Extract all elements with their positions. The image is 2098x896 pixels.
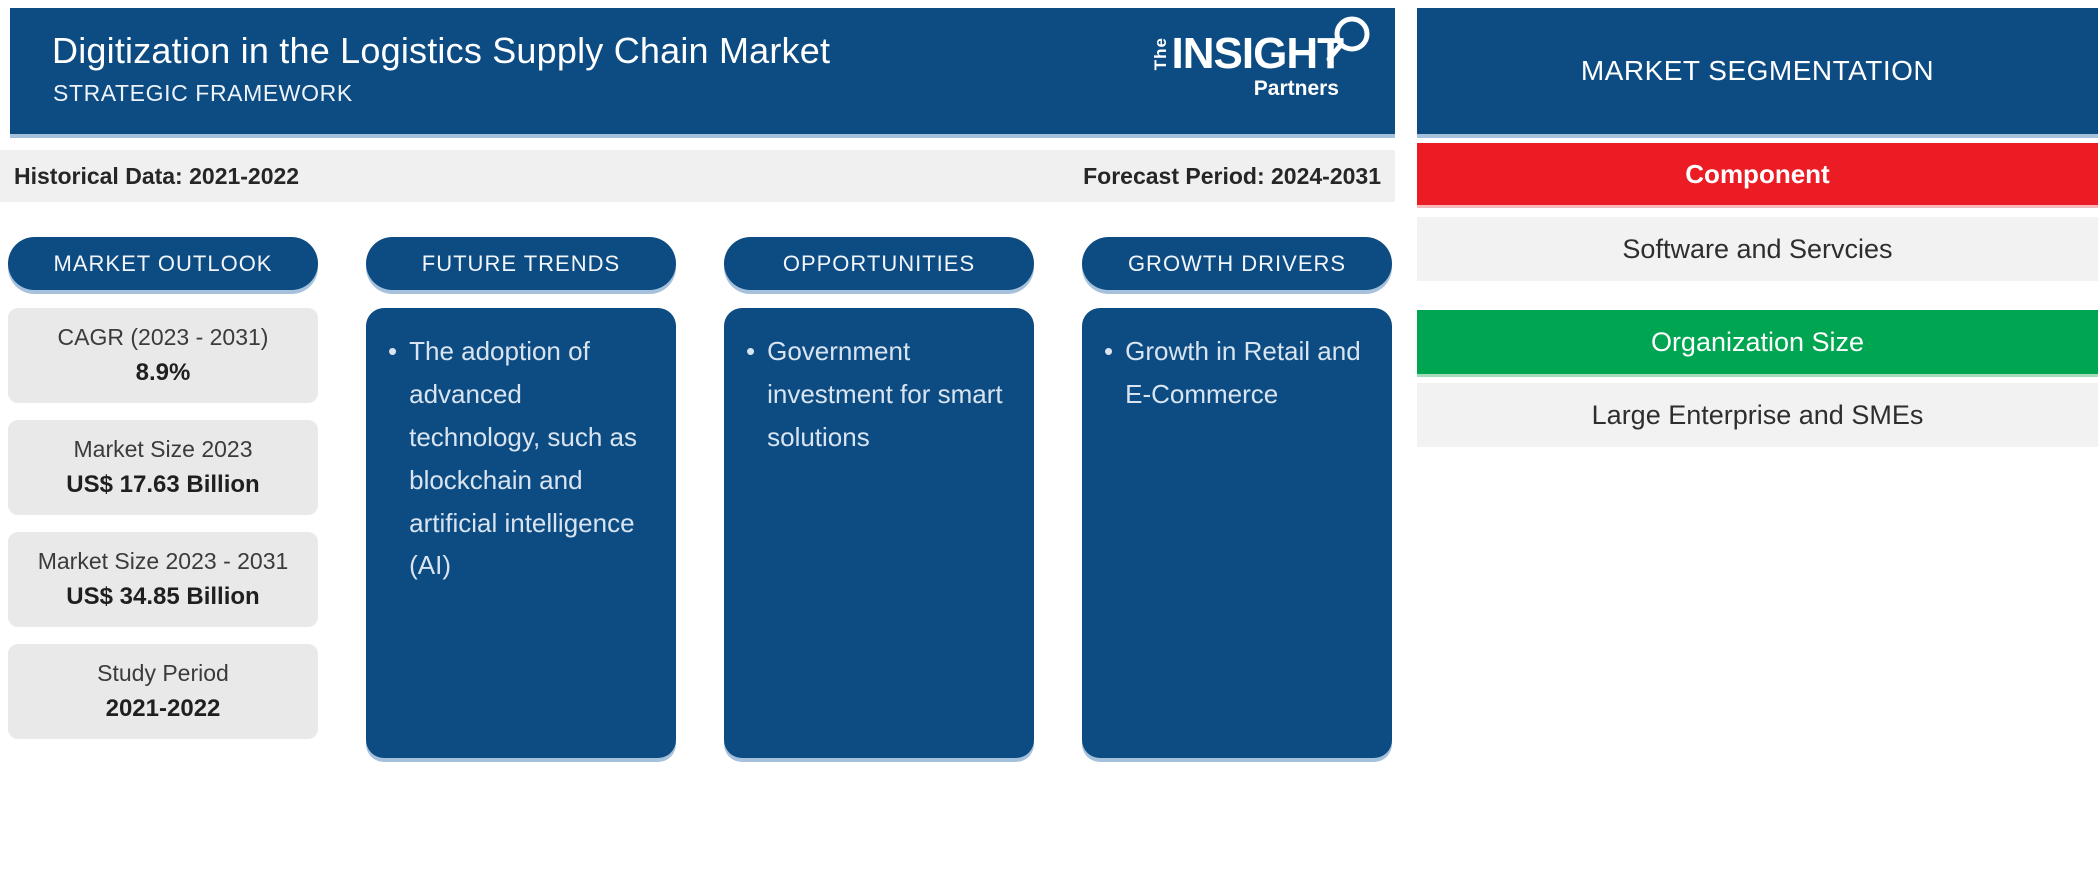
future-trends-box: The adoption of advanced technology, suc…	[366, 308, 676, 758]
organization-size-segment-bar: Organization Size	[1417, 310, 2098, 374]
trend-bullet-item: The adoption of advanced technology, suc…	[388, 330, 648, 587]
logo-the-text: The	[1150, 37, 1170, 71]
driver-bullet-text: Growth in Retail and E-Commerce	[1125, 336, 1361, 409]
magnifier-icon	[1326, 16, 1370, 62]
growth-drivers-pill: GROWTH DRIVERS	[1082, 237, 1392, 290]
market-outlook-column: MARKET OUTLOOK CAGR (2023 - 2031) 8.9% M…	[8, 237, 318, 758]
trend-bullet-text: The adoption of advanced technology, suc…	[409, 336, 637, 581]
growth-drivers-box: Growth in Retail and E-Commerce	[1082, 308, 1392, 758]
forecast-period-label: Forecast Period: 2024-2031	[1083, 162, 1381, 189]
stat-label: Study Period	[97, 660, 229, 686]
stat-label: CAGR (2023 - 2031)	[57, 324, 269, 350]
stat-label: Market Size 2023 - 2031	[37, 548, 289, 574]
future-trends-column: FUTURE TRENDS The adoption of advanced t…	[366, 237, 676, 758]
segmentation-title: MARKET SEGMENTATION	[1580, 55, 1935, 86]
component-segment-bar: Component	[1417, 143, 2098, 205]
organization-values-row: Large Enterprise and SMEs	[1417, 383, 2098, 447]
framework-columns: MARKET OUTLOOK CAGR (2023 - 2031) 8.9% M…	[8, 237, 1392, 758]
main-header-banner: Digitization in the Logistics Supply Cha…	[10, 8, 1395, 134]
segmentation-panel: MARKET SEGMENTATION Component Software a…	[1417, 0, 2098, 896]
stat-value: 8.9%	[135, 359, 191, 386]
market-outlook-pill: MARKET OUTLOOK	[8, 237, 318, 290]
future-trends-pill: FUTURE TRENDS	[366, 237, 676, 290]
growth-drivers-column: GROWTH DRIVERS Growth in Retail and E-Co…	[1082, 237, 1392, 758]
brand-logo: The INSIGHT Partners	[1150, 16, 1370, 101]
component-values-row: Software and Servcies	[1417, 217, 2098, 281]
study-period-stat-card: Study Period 2021-2022	[8, 644, 318, 739]
stat-value: US$ 17.63 Billion	[66, 471, 260, 498]
opportunities-box: Government investment for smart solution…	[724, 308, 1034, 758]
historical-data-label: Historical Data: 2021-2022	[14, 162, 300, 189]
logo-insight-text: INSIGHT	[1171, 29, 1344, 78]
cagr-stat-card: CAGR (2023 - 2031) 8.9%	[8, 308, 318, 403]
opportunities-column: OPPORTUNITIES Government investment for …	[724, 237, 1034, 758]
driver-bullet-item: Growth in Retail and E-Commerce	[1104, 330, 1364, 416]
page-subtitle: STRATEGIC FRAMEWORK	[53, 80, 353, 106]
page-title: Digitization in the Logistics Supply Cha…	[52, 30, 831, 71]
opportunity-bullet-item: Government investment for smart solution…	[746, 330, 1006, 459]
info-bar: Historical Data: 2021-2022 Forecast Peri…	[0, 150, 1395, 202]
segmentation-header: MARKET SEGMENTATION	[1417, 8, 2098, 134]
market-size-2023-stat-card: Market Size 2023 US$ 17.63 Billion	[8, 420, 318, 515]
stat-value: US$ 34.85 Billion	[66, 583, 260, 610]
opportunity-bullet-text: Government investment for smart solution…	[767, 336, 1003, 452]
stat-value: 2021-2022	[105, 695, 221, 722]
stat-label: Market Size 2023	[73, 436, 253, 462]
logo-partners-text: Partners	[1253, 77, 1339, 100]
market-size-forecast-stat-card: Market Size 2023 - 2031 US$ 34.85 Billio…	[8, 532, 318, 627]
opportunities-pill: OPPORTUNITIES	[724, 237, 1034, 290]
